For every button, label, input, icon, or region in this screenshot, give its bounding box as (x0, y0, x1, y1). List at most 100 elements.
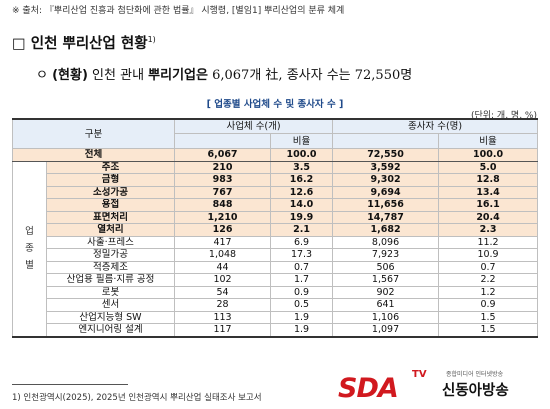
cell-ratio1: 0.7 (270, 260, 334, 274)
cell-ratio1: 0.5 (270, 298, 334, 312)
cell-companies: 113 (174, 310, 272, 324)
cell-employees: 1,682 (332, 223, 440, 237)
cell-ratio1: 1.7 (270, 273, 334, 287)
total-employees: 72,550 (332, 148, 440, 162)
cell-ratio1: 16.2 (270, 173, 334, 187)
cell-ratio1: 12.6 (270, 185, 334, 199)
source-note: ※ 출처: 『뿌리산업 진흥과 첨단화에 관한 법률』 시행령, [별임1] 뿌… (12, 6, 345, 16)
cell-employees: 9,694 (332, 185, 440, 199)
cell-ratio1: 14.0 (270, 198, 334, 212)
table-row: 용접 848 14.0 11,656 16.1 (13, 198, 539, 212)
category-label: 업 종 별 (12, 160, 47, 337)
broadcaster-logo: SDA TV 종합미디어 인터넷방송 신동아방송 (338, 367, 546, 407)
cell-ratio2: 16.1 (438, 198, 539, 212)
header-companies-blank (174, 133, 272, 149)
cell-ratio2: 13.4 (438, 185, 539, 199)
cell-ratio1: 0.9 (270, 285, 334, 299)
cell-employees: 7,923 (332, 248, 440, 262)
cell-ratio1: 3.5 (270, 160, 334, 174)
cell-ratio1: 6.9 (270, 235, 334, 249)
summary-line: ㅇ (현황) 인천 관내 뿌리기업은 6,067개 社, 종사자 수는 72,5… (36, 64, 412, 83)
table-row: 로봇 54 0.9 902 1.2 (13, 285, 539, 299)
cell-ratio2: 11.2 (438, 235, 539, 249)
table-row: 업 종 별 주조 210 3.5 3,592 5.0 (12, 160, 539, 337)
cell-companies: 28 (174, 298, 272, 312)
table-row-total: 전체 6,067 100.0 72,550 100.0 (11, 148, 539, 162)
cell-name: 산업용 필름·지류 공정 (45, 273, 176, 287)
table-row: 열처리 126 2.1 1,682 2.3 (13, 223, 539, 237)
table-row: 센서 28 0.5 641 0.9 (13, 298, 539, 312)
table-row: 엔지니어링 설계 117 1.9 1,097 1.5 (13, 323, 539, 337)
header-companies: 사업체 수(개) (174, 118, 334, 134)
cell-companies: 44 (174, 260, 272, 274)
logo-tagline: 종합미디어 인터넷방송 (446, 371, 504, 378)
cell-companies: 1,210 (174, 210, 272, 224)
total-ratio-2: 100.0 (438, 148, 539, 162)
cell-name: 엔지니어링 설계 (45, 323, 176, 337)
total-companies: 6,067 (174, 148, 272, 162)
table-row: 산업지능형 SW 113 1.9 1,106 1.5 (13, 310, 539, 324)
cell-ratio1: 19.9 (270, 210, 334, 224)
cell-ratio2: 2.2 (438, 273, 539, 287)
cell-companies: 126 (174, 223, 272, 237)
cell-employees: 1,567 (332, 273, 440, 287)
cell-name: 적층제조 (45, 260, 176, 274)
table-row: 표면처리 1,210 19.9 14,787 20.4 (13, 210, 539, 224)
cell-ratio1: 1.9 (270, 323, 334, 337)
cell-name: 산업지능형 SW (45, 310, 176, 324)
cell-name: 정밀가공 (45, 248, 176, 262)
footnote-divider (12, 384, 128, 385)
cell-ratio2: 12.8 (438, 173, 539, 187)
cell-companies: 54 (174, 285, 272, 299)
cell-employees: 3,592 (332, 160, 440, 174)
cell-employees: 9,302 (332, 173, 440, 187)
cell-employees: 11,656 (332, 198, 440, 212)
cell-name: 용접 (45, 198, 176, 212)
table-row: 금형 983 16.2 9,302 12.8 (13, 173, 539, 187)
cell-companies: 417 (174, 235, 272, 249)
cell-ratio1: 17.3 (270, 248, 334, 262)
cell-employees: 506 (332, 260, 440, 274)
table-row: 산업용 필름·지류 공정 102 1.7 1,567 2.2 (13, 273, 539, 287)
summary-bullet: ㅇ (36, 68, 48, 83)
table-caption: [ 업종별 사업체 수 및 종사자 수 ] (206, 99, 344, 110)
cell-name: 금형 (45, 173, 176, 187)
summary-bold-term: 뿌리기업은 (148, 68, 208, 83)
cell-companies: 117 (174, 323, 272, 337)
cell-ratio2: 1.2 (438, 285, 539, 299)
industry-table: 구분 사업체 수(개) 종사자 수(명) 비율 비율 전체 6,067 100.… (11, 118, 539, 338)
cell-employees: 902 (332, 285, 440, 299)
cell-ratio1: 1.9 (270, 310, 334, 324)
cell-name: 주조 (45, 160, 176, 174)
summary-text: 인천 관내 (87, 68, 149, 83)
table-row: 적층제조 44 0.7 506 0.7 (13, 260, 539, 274)
cell-employees: 1,106 (332, 310, 440, 324)
header-ratio-2: 비율 (438, 133, 539, 149)
cell-name: 로봇 (45, 285, 176, 299)
cell-name: 센서 (45, 298, 176, 312)
cell-companies: 767 (174, 185, 272, 199)
cell-ratio2: 2.3 (438, 223, 539, 237)
header-employees: 종사자 수(명) (332, 118, 539, 134)
cell-ratio1: 2.1 (270, 223, 334, 237)
total-label: 전체 (11, 148, 176, 162)
cell-ratio2: 1.5 (438, 310, 539, 324)
cell-companies: 983 (174, 173, 272, 187)
footnote: 1) 인천광역시(2025), 2025년 인천광역시 뿌리산업 실태조사 보고… (12, 393, 262, 403)
cell-employees: 1,097 (332, 323, 440, 337)
cell-companies: 1,048 (174, 248, 272, 262)
cell-companies: 102 (174, 273, 272, 287)
section-title: □ 인천 뿌리산업 현황1) (12, 32, 156, 53)
table-row: 사출·프레스 417 6.9 8,096 11.2 (13, 235, 539, 249)
cell-companies: 848 (174, 198, 272, 212)
table-row: 정밀가공 1,048 17.3 7,923 10.9 (13, 248, 539, 262)
logo-sda-text: SDA (338, 373, 399, 404)
cell-name: 소성가공 (45, 185, 176, 199)
logo-tv-text: TV (412, 369, 427, 380)
cell-ratio2: 0.7 (438, 260, 539, 274)
cell-ratio2: 1.5 (438, 323, 539, 337)
cell-name: 표면처리 (45, 210, 176, 224)
section-title-text: 인천 뿌리산업 현황 (30, 36, 148, 52)
cell-ratio2: 10.9 (438, 248, 539, 262)
header-category: 구분 (11, 118, 176, 149)
